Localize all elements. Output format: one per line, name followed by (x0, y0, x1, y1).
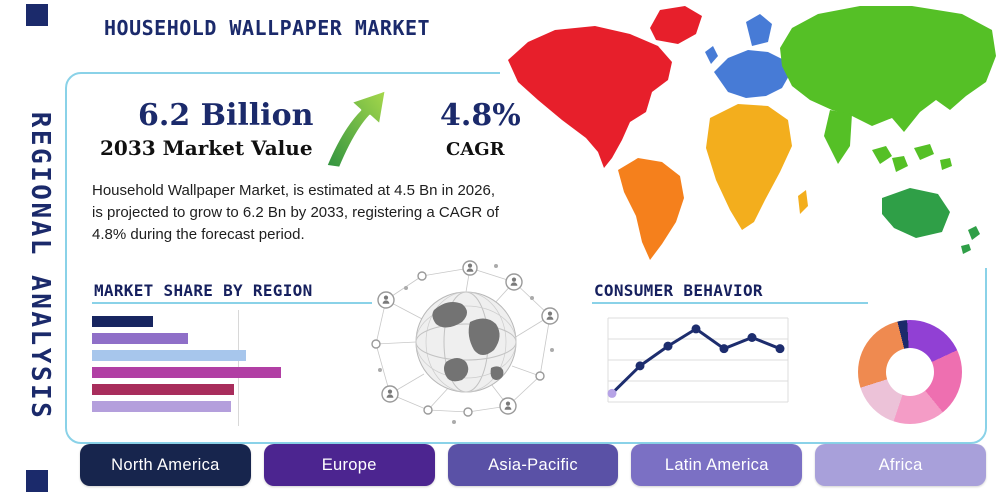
line-chart-point-5 (719, 344, 729, 354)
cagr-label: CAGR (446, 139, 505, 160)
map-europe (714, 50, 790, 98)
market-share-bar-1 (92, 316, 153, 327)
market-description: Household Wallpaper Market, is estimated… (92, 182, 499, 243)
side-vertical-label: REGIONAL ANALYSIS (25, 111, 55, 421)
consumer-behavior-section-title: CONSUMER BEHAVIOR (594, 281, 763, 300)
growth-arrow-icon (324, 88, 388, 168)
line-chart-point-4 (691, 324, 701, 334)
decorative-square-bottom (26, 470, 48, 492)
consumer-behavior-line-chart (607, 317, 789, 403)
cagr-stat: 4.8% (440, 98, 521, 133)
market-value-label: 2033 Market Value (100, 136, 313, 160)
market-value-stat: 6.2 Billion (138, 98, 314, 133)
market-share-bar-chart (92, 310, 382, 426)
market-share-bar-5 (92, 384, 235, 395)
decorative-square-top (26, 4, 48, 26)
map-asia (780, 6, 996, 132)
line-chart-point-1 (607, 388, 617, 398)
globe-network-illustration (371, 260, 559, 424)
map-uk (705, 46, 718, 64)
region-button-europe[interactable]: Europe (263, 444, 435, 486)
map-south-america (618, 158, 684, 260)
line-chart-point-2 (635, 361, 645, 371)
page-title: HOUSEHOLD WALLPAPER MARKET (104, 16, 431, 40)
map-north-america (508, 26, 672, 168)
map-scandinavia (746, 14, 772, 46)
map-greenland (650, 6, 702, 44)
world-map (500, 0, 1000, 268)
market-share-bar-6 (92, 401, 232, 412)
market-share-bar-4 (92, 367, 281, 378)
map-africa (706, 104, 792, 230)
region-button-latin-america[interactable]: Latin America (631, 444, 803, 486)
market-share-bar-3 (92, 350, 246, 361)
market-share-bar-2 (92, 333, 188, 344)
line-chart-point-6 (747, 333, 757, 342)
map-australia (882, 188, 950, 238)
map-japan (970, 68, 984, 88)
region-buttons: North America Europe Asia-Pacific Latin Ame… (80, 444, 986, 486)
region-button-north-america[interactable]: North America (80, 444, 251, 486)
line-chart-point-7 (775, 344, 785, 354)
market-share-underline (92, 302, 372, 304)
region-button-asia-pacific[interactable]: Asia-Pacific (447, 444, 619, 486)
region-button-africa[interactable]: Africa (815, 444, 986, 486)
donut-hole (886, 348, 934, 396)
consumer-donut-chart (858, 320, 962, 424)
map-se-asia-islands (872, 144, 952, 172)
line-chart-point-3 (663, 341, 673, 351)
map-madagascar (798, 190, 808, 214)
map-new-zealand (961, 226, 980, 254)
market-share-section-title: MARKET SHARE BY REGION (94, 281, 313, 300)
consumer-behavior-underline (592, 302, 868, 304)
map-india (824, 110, 852, 164)
